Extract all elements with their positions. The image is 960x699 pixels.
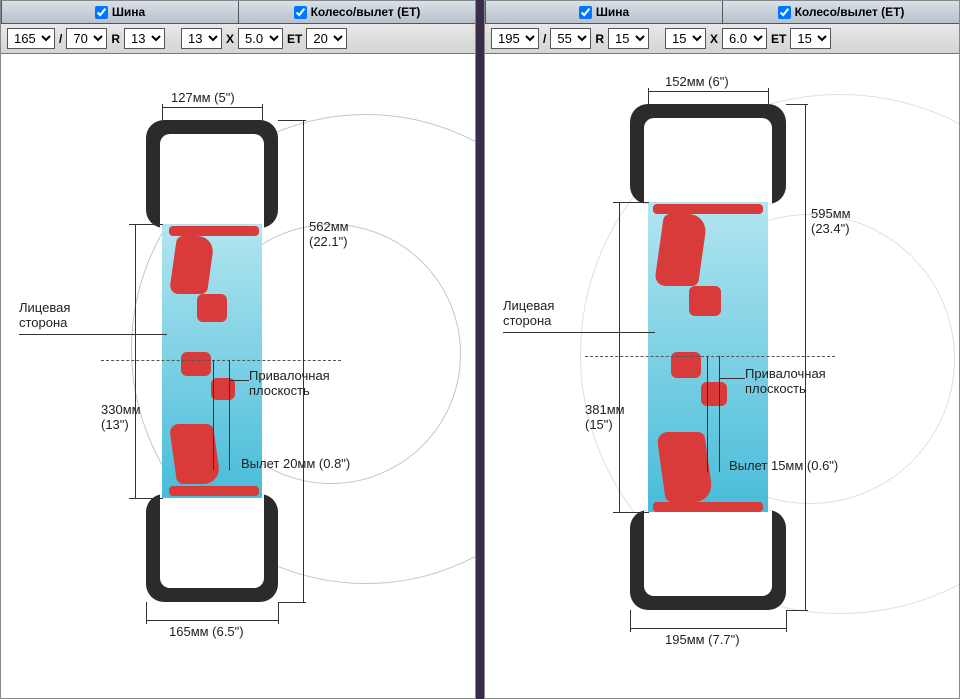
hub-bottom-flange xyxy=(169,486,259,496)
checkbox-tire[interactable] xyxy=(95,6,108,19)
face-label: Лицевая сторона xyxy=(19,300,70,330)
select-tire-width[interactable]: 155165175185195205215 xyxy=(491,28,539,49)
sep-et: ET xyxy=(771,32,786,46)
select-wheel-w[interactable]: 4.55.05.56.06.57.0 xyxy=(238,28,283,49)
stage: Шина Колесо/вылет (ET) 15516517518519520… xyxy=(0,0,960,699)
select-et[interactable]: 10152025303540 xyxy=(790,28,831,49)
centerline xyxy=(101,360,341,361)
mounting-label: Привалочная плоскость xyxy=(745,366,826,396)
rim-width-label: 152мм (6") xyxy=(665,74,729,89)
rim-width-label: 127мм (5") xyxy=(171,90,235,105)
canvas-left: 127мм (5") 562мм (22.1") 330мм (13") Лиц… xyxy=(1,54,475,698)
tire-height-label: 595мм (23.4") xyxy=(811,206,851,236)
sep-r: R xyxy=(111,32,120,46)
dim-tire-width xyxy=(146,620,278,621)
panel-right: Шина Колесо/вылет (ET) 15516517518519520… xyxy=(484,0,960,699)
select-wheel-d[interactable]: 121314151617 xyxy=(665,28,706,49)
tire-width-label: 195мм (7.7") xyxy=(665,632,740,647)
mounting-label: Привалочная плоскость xyxy=(249,368,330,398)
dim-rim-width xyxy=(162,107,262,108)
face-label: Лицевая сторона xyxy=(503,298,554,328)
hub xyxy=(169,226,259,236)
select-tire-width[interactable]: 155165175185195205215 xyxy=(7,28,55,49)
select-rim-d[interactable]: 121314151617 xyxy=(608,28,649,49)
select-aspect[interactable]: 45505560657075 xyxy=(66,28,107,49)
canvas-right: 152мм (6") 595мм (23.4") 381мм (15") Лиц… xyxy=(485,54,959,698)
select-wheel-d[interactable]: 121314151617 xyxy=(181,28,222,49)
header-wheel: Колесо/вылет (ET) xyxy=(238,1,475,24)
header-tire-label: Шина xyxy=(112,5,145,19)
tire-bottom xyxy=(630,510,786,610)
dim-rim-d xyxy=(135,224,136,498)
tire-height-label: 562мм (22.1") xyxy=(309,219,349,249)
header-tire: Шина xyxy=(485,1,722,24)
select-et[interactable]: 10152025303540 xyxy=(306,28,347,49)
controls-row: 155165175185195205215 / 45505560657075 R… xyxy=(1,24,475,54)
rim-d-label: 381мм (15") xyxy=(585,402,625,432)
header-wheel: Колесо/вылет (ET) xyxy=(722,1,959,24)
header-tire-label: Шина xyxy=(596,5,629,19)
rim-d-label: 330мм (13") xyxy=(101,402,141,432)
tire-top xyxy=(146,120,278,228)
header-wheel-label: Колесо/вылет (ET) xyxy=(795,5,905,19)
controls-row: 155165175185195205215 / 45505560657075 R… xyxy=(485,24,959,54)
tire-width-label: 165мм (6.5") xyxy=(169,624,244,639)
panel-left: Шина Колесо/вылет (ET) 15516517518519520… xyxy=(0,0,476,699)
sep-et: ET xyxy=(287,32,302,46)
sep-x: X xyxy=(710,32,718,46)
offset-label: Вылет 20мм (0.8") xyxy=(241,456,350,471)
checkbox-tire[interactable] xyxy=(579,6,592,19)
header-row: Шина Колесо/вылет (ET) xyxy=(485,1,959,24)
offset-label: Вылет 15мм (0.6") xyxy=(729,458,838,473)
checkbox-wheel[interactable] xyxy=(294,6,307,19)
select-wheel-w[interactable]: 4.55.05.56.06.57.0 xyxy=(722,28,767,49)
tire-top xyxy=(630,104,786,204)
dim-tire-height xyxy=(303,120,304,602)
sep-r: R xyxy=(595,32,604,46)
sep-slash: / xyxy=(543,32,546,46)
checkbox-wheel[interactable] xyxy=(778,6,791,19)
sep-slash: / xyxy=(59,32,62,46)
select-rim-d[interactable]: 121314151617 xyxy=(124,28,165,49)
select-aspect[interactable]: 45505560657075 xyxy=(550,28,591,49)
header-tire: Шина xyxy=(1,1,238,24)
sep-x: X xyxy=(226,32,234,46)
tire-bottom xyxy=(146,494,278,602)
header-wheel-label: Колесо/вылет (ET) xyxy=(311,5,421,19)
header-row: Шина Колесо/вылет (ET) xyxy=(1,1,475,24)
centerline xyxy=(585,356,835,357)
